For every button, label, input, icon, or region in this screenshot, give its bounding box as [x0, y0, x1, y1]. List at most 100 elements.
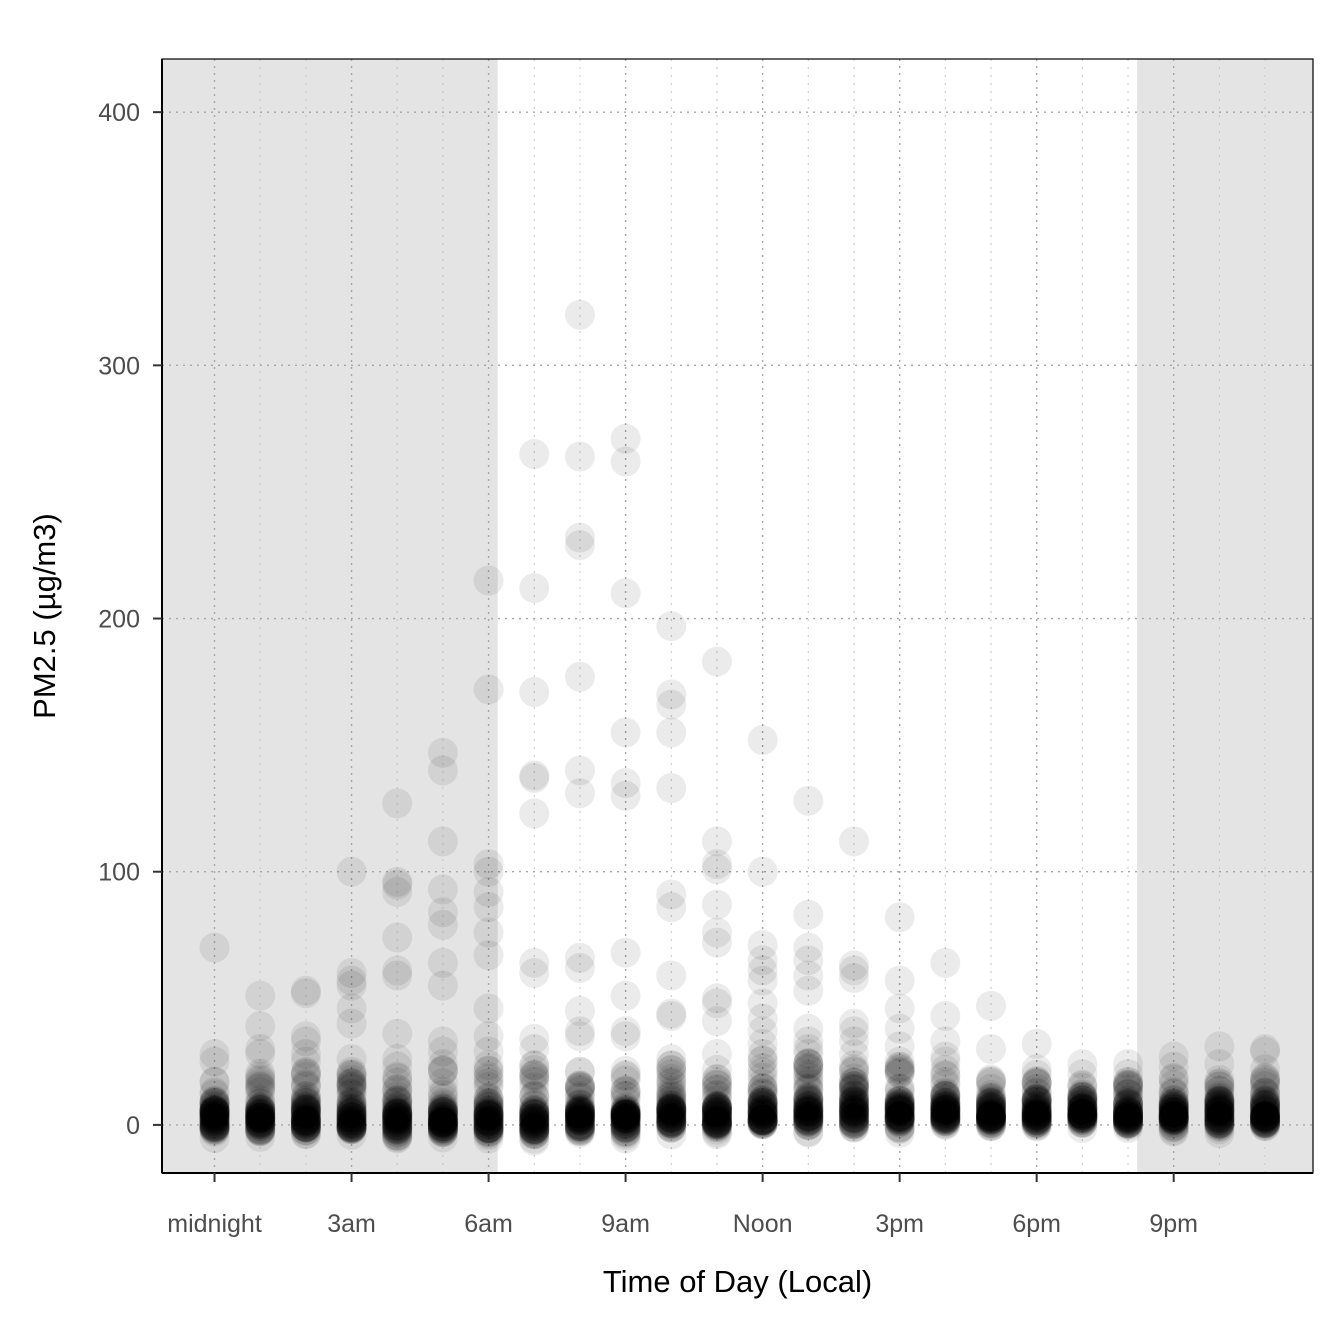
data-point [930, 1092, 961, 1123]
data-point [1067, 1100, 1098, 1131]
data-point [610, 1081, 641, 1112]
data-point [1250, 1106, 1281, 1137]
data-point [473, 1100, 504, 1131]
data-point [1204, 1110, 1235, 1141]
data-point [1250, 1107, 1281, 1138]
data-point [1204, 1101, 1235, 1132]
data-point [930, 1041, 961, 1072]
data-point [975, 1107, 1006, 1138]
data-point [1250, 1102, 1281, 1133]
data-point [656, 998, 687, 1029]
data-point [884, 1101, 915, 1132]
data-point [519, 1111, 550, 1142]
data-point [1158, 1103, 1189, 1134]
data-point [975, 1110, 1006, 1141]
data-point [382, 1109, 413, 1140]
data-point [290, 1108, 321, 1139]
data-point [930, 1095, 961, 1126]
data-point [701, 1092, 732, 1123]
data-point [1250, 1105, 1281, 1136]
data-point [975, 1087, 1006, 1118]
data-point [245, 1100, 276, 1131]
data-point [564, 1095, 595, 1126]
data-point [1021, 1091, 1052, 1122]
data-point [1067, 1103, 1098, 1134]
data-point [473, 1104, 504, 1135]
data-point [610, 1099, 641, 1130]
data-point [1113, 1066, 1144, 1097]
data-point [1113, 1103, 1144, 1134]
data-point [930, 947, 961, 978]
data-point [336, 1061, 367, 1092]
data-point [975, 1101, 1006, 1132]
data-point [975, 1093, 1006, 1124]
data-point [656, 1059, 687, 1090]
data-point [610, 937, 641, 968]
data-point [656, 879, 687, 910]
data-point [793, 1084, 824, 1115]
data-point [884, 1095, 915, 1126]
data-point [1204, 1089, 1235, 1120]
data-point [1067, 1093, 1098, 1124]
data-point [564, 1104, 595, 1135]
data-point [1021, 1096, 1052, 1127]
data-point [1158, 1063, 1189, 1094]
data-point [336, 1092, 367, 1123]
data-point [610, 1099, 641, 1130]
data-point [1250, 1065, 1281, 1096]
data-point [1158, 1101, 1189, 1132]
data-point [884, 1101, 915, 1132]
data-point [564, 1114, 595, 1145]
data-point [838, 1073, 869, 1104]
data-point [1158, 1104, 1189, 1135]
data-point [975, 1099, 1006, 1130]
data-point [656, 1072, 687, 1103]
data-point [427, 1094, 458, 1125]
data-point [336, 1114, 367, 1145]
data-point [1158, 1105, 1189, 1136]
data-point [1204, 1091, 1235, 1122]
data-point [975, 1104, 1006, 1135]
data-point [930, 1102, 961, 1133]
data-point [656, 1085, 687, 1116]
data-point [1250, 1068, 1281, 1099]
data-point [656, 1094, 687, 1125]
data-point [930, 1087, 961, 1118]
data-point [793, 1095, 824, 1126]
data-point [290, 1100, 321, 1131]
data-point [701, 1079, 732, 1110]
x-axis-title: Time of Day (Local) [603, 1264, 872, 1299]
data-point [1067, 1094, 1098, 1125]
data-point [975, 1095, 1006, 1126]
data-point [519, 1100, 550, 1131]
data-point [610, 1108, 641, 1139]
data-point [975, 1093, 1006, 1124]
data-point [701, 1100, 732, 1131]
data-point [1250, 1090, 1281, 1121]
data-point [884, 1095, 915, 1126]
data-point [930, 1088, 961, 1119]
data-point [701, 1093, 732, 1124]
data-point [1204, 1097, 1235, 1128]
data-point [793, 1068, 824, 1099]
data-point [245, 1098, 276, 1129]
data-point [290, 975, 321, 1006]
data-point [793, 1039, 824, 1070]
data-point [884, 993, 915, 1024]
data-point [1113, 1088, 1144, 1119]
data-point [1113, 1102, 1144, 1133]
data-point [610, 780, 641, 811]
data-point [245, 1101, 276, 1132]
data-point [290, 1091, 321, 1122]
data-point [199, 1101, 230, 1132]
data-point [610, 1102, 641, 1133]
data-point [199, 1106, 230, 1137]
data-point [473, 1118, 504, 1149]
data-point [656, 1093, 687, 1124]
data-point [1250, 1103, 1281, 1134]
data-point [564, 1094, 595, 1125]
data-point [884, 1100, 915, 1131]
data-point [975, 1101, 1006, 1132]
data-point [1250, 1090, 1281, 1121]
data-point [930, 1093, 961, 1124]
